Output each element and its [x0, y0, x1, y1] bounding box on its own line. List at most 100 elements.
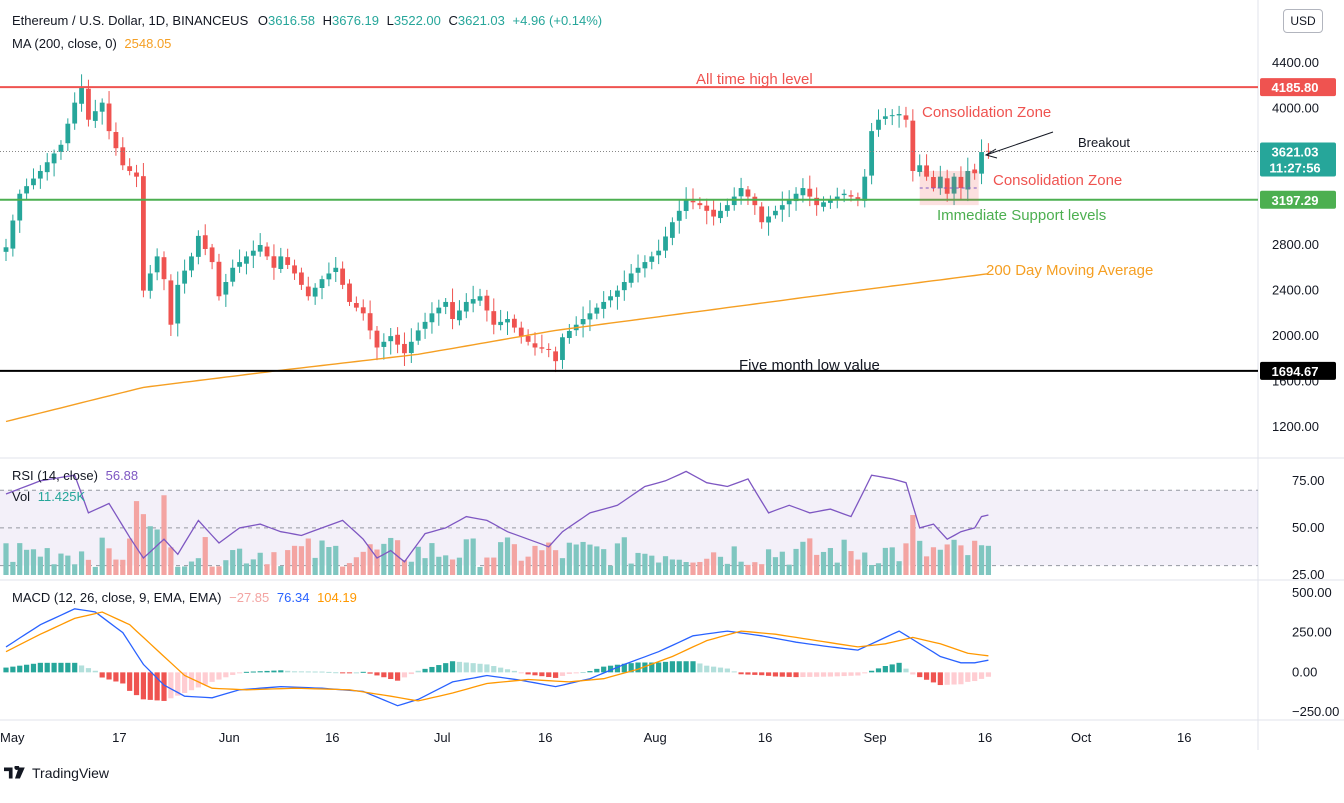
macd-hist-bar: [422, 668, 428, 673]
volume-bar: [635, 552, 641, 575]
macd-hist-bar: [649, 662, 655, 673]
macd-hist-bar: [635, 662, 641, 673]
candle-body: [326, 273, 332, 280]
candle-body: [457, 310, 462, 321]
volume-bar: [10, 561, 16, 575]
volume-bar: [765, 549, 772, 575]
ma200-label: 200 Day Moving Average: [986, 262, 1153, 279]
candle-body: [99, 102, 105, 112]
macd-hist-bar: [882, 666, 888, 673]
candle-body: [635, 267, 641, 273]
macd-hist-bar: [724, 668, 730, 673]
macd-hist-bar: [236, 672, 243, 674]
time-tick-label: Sep: [863, 730, 886, 745]
time-tick-label: Oct: [1071, 730, 1092, 745]
candle-body: [649, 256, 655, 262]
macd-hist-value: −27.85: [229, 590, 270, 605]
support-badge-text: 3197.29: [1272, 193, 1319, 208]
macd-hist-bar: [553, 672, 559, 678]
macd-hist-bar: [594, 668, 600, 673]
candle-body: [532, 343, 538, 348]
candle-body: [223, 282, 229, 295]
macd-hist-bar: [477, 663, 483, 673]
candle-body: [44, 162, 50, 173]
volume-bar: [230, 550, 236, 575]
candle-body: [408, 341, 414, 354]
candle-body: [381, 341, 387, 347]
volume-bar: [72, 564, 78, 575]
candle-body: [731, 196, 737, 206]
macd-hist-bar: [223, 672, 229, 678]
macd-hist-bar: [401, 672, 408, 678]
volume-bar: [491, 557, 497, 575]
candle-body: [463, 301, 469, 312]
candle-body: [347, 283, 352, 302]
macd-hist-bar: [800, 672, 806, 678]
candle-body: [841, 193, 847, 196]
candle-body: [800, 188, 806, 196]
symbol-title[interactable]: Ethereum / U.S. Dollar, 1D, BINANCEUS: [12, 13, 249, 28]
macd-hist-bar: [765, 672, 772, 676]
macd-hist-bar: [374, 672, 380, 676]
candle-body: [244, 256, 249, 264]
macd-hist-bar: [690, 661, 696, 673]
candle-body: [834, 196, 840, 200]
breakout-label: Breakout: [1078, 135, 1130, 150]
candle-body: [134, 172, 139, 177]
candle-body: [566, 330, 572, 339]
macd-hist-bar: [37, 662, 43, 673]
macd-hist-bar: [820, 672, 827, 677]
ma200-line: [5, 273, 989, 423]
macd-hist-bar: [772, 672, 779, 677]
candle-body: [539, 347, 545, 349]
currency-button[interactable]: USD: [1283, 9, 1323, 33]
macd-hist-bar: [834, 672, 840, 677]
candle-body: [580, 319, 586, 325]
candle-body: [511, 318, 517, 328]
macd-hist-bar: [717, 667, 724, 673]
rsi-label[interactable]: RSI (14, close): [12, 468, 98, 483]
volume-bar: [985, 545, 992, 575]
volume-bar: [862, 552, 868, 575]
macd-tick-label: 0.00: [1292, 664, 1317, 679]
macd-hist-bar: [504, 669, 511, 673]
candle-body: [642, 262, 648, 269]
macd-hist-bar: [917, 672, 923, 678]
macd-hist-bar: [951, 672, 957, 685]
volume-bar: [133, 501, 140, 575]
volume-bar: [656, 562, 662, 575]
ma-label[interactable]: MA (200, close, 0): [12, 36, 117, 51]
rsi-legend: RSI (14, close) 56.88: [12, 468, 138, 483]
header-row-ma: MA (200, close, 0) 2548.05: [12, 36, 171, 51]
volume-bar: [65, 555, 71, 575]
candle-body: [944, 178, 950, 194]
tradingview-brand[interactable]: TradingView: [4, 765, 109, 781]
candle-body: [621, 282, 627, 291]
support-level-label: Immediate Support levels: [937, 207, 1106, 224]
volume-bar: [697, 561, 703, 575]
volume-bar: [504, 537, 511, 575]
candle-body: [553, 351, 558, 362]
candle-body: [972, 169, 978, 174]
candles-group: [3, 74, 991, 373]
candle-body: [92, 111, 98, 121]
volume-bar: [37, 556, 43, 575]
candle-body: [690, 200, 696, 203]
header-row-1: Ethereum / U.S. Dollar, 1D, BINANCEUS O3…: [12, 13, 602, 28]
candle-body: [195, 235, 201, 257]
macd-label[interactable]: MACD (12, 26, close, 9, EMA, EMA): [12, 590, 222, 605]
candle-body: [429, 313, 435, 323]
macd-hist-bar: [278, 670, 284, 673]
macd-hist-bar: [168, 672, 174, 699]
volume-bar: [910, 515, 916, 575]
candle-body: [175, 284, 181, 324]
candle-body: [333, 267, 339, 273]
vol-label[interactable]: Vol: [12, 489, 31, 504]
candle-body: [422, 321, 428, 329]
volume-bar: [188, 561, 195, 575]
candle-body: [937, 176, 943, 189]
candle-body: [402, 343, 407, 354]
candle-body: [724, 205, 730, 211]
